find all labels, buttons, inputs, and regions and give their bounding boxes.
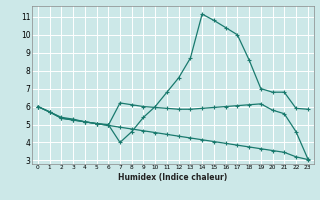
X-axis label: Humidex (Indice chaleur): Humidex (Indice chaleur): [118, 173, 228, 182]
